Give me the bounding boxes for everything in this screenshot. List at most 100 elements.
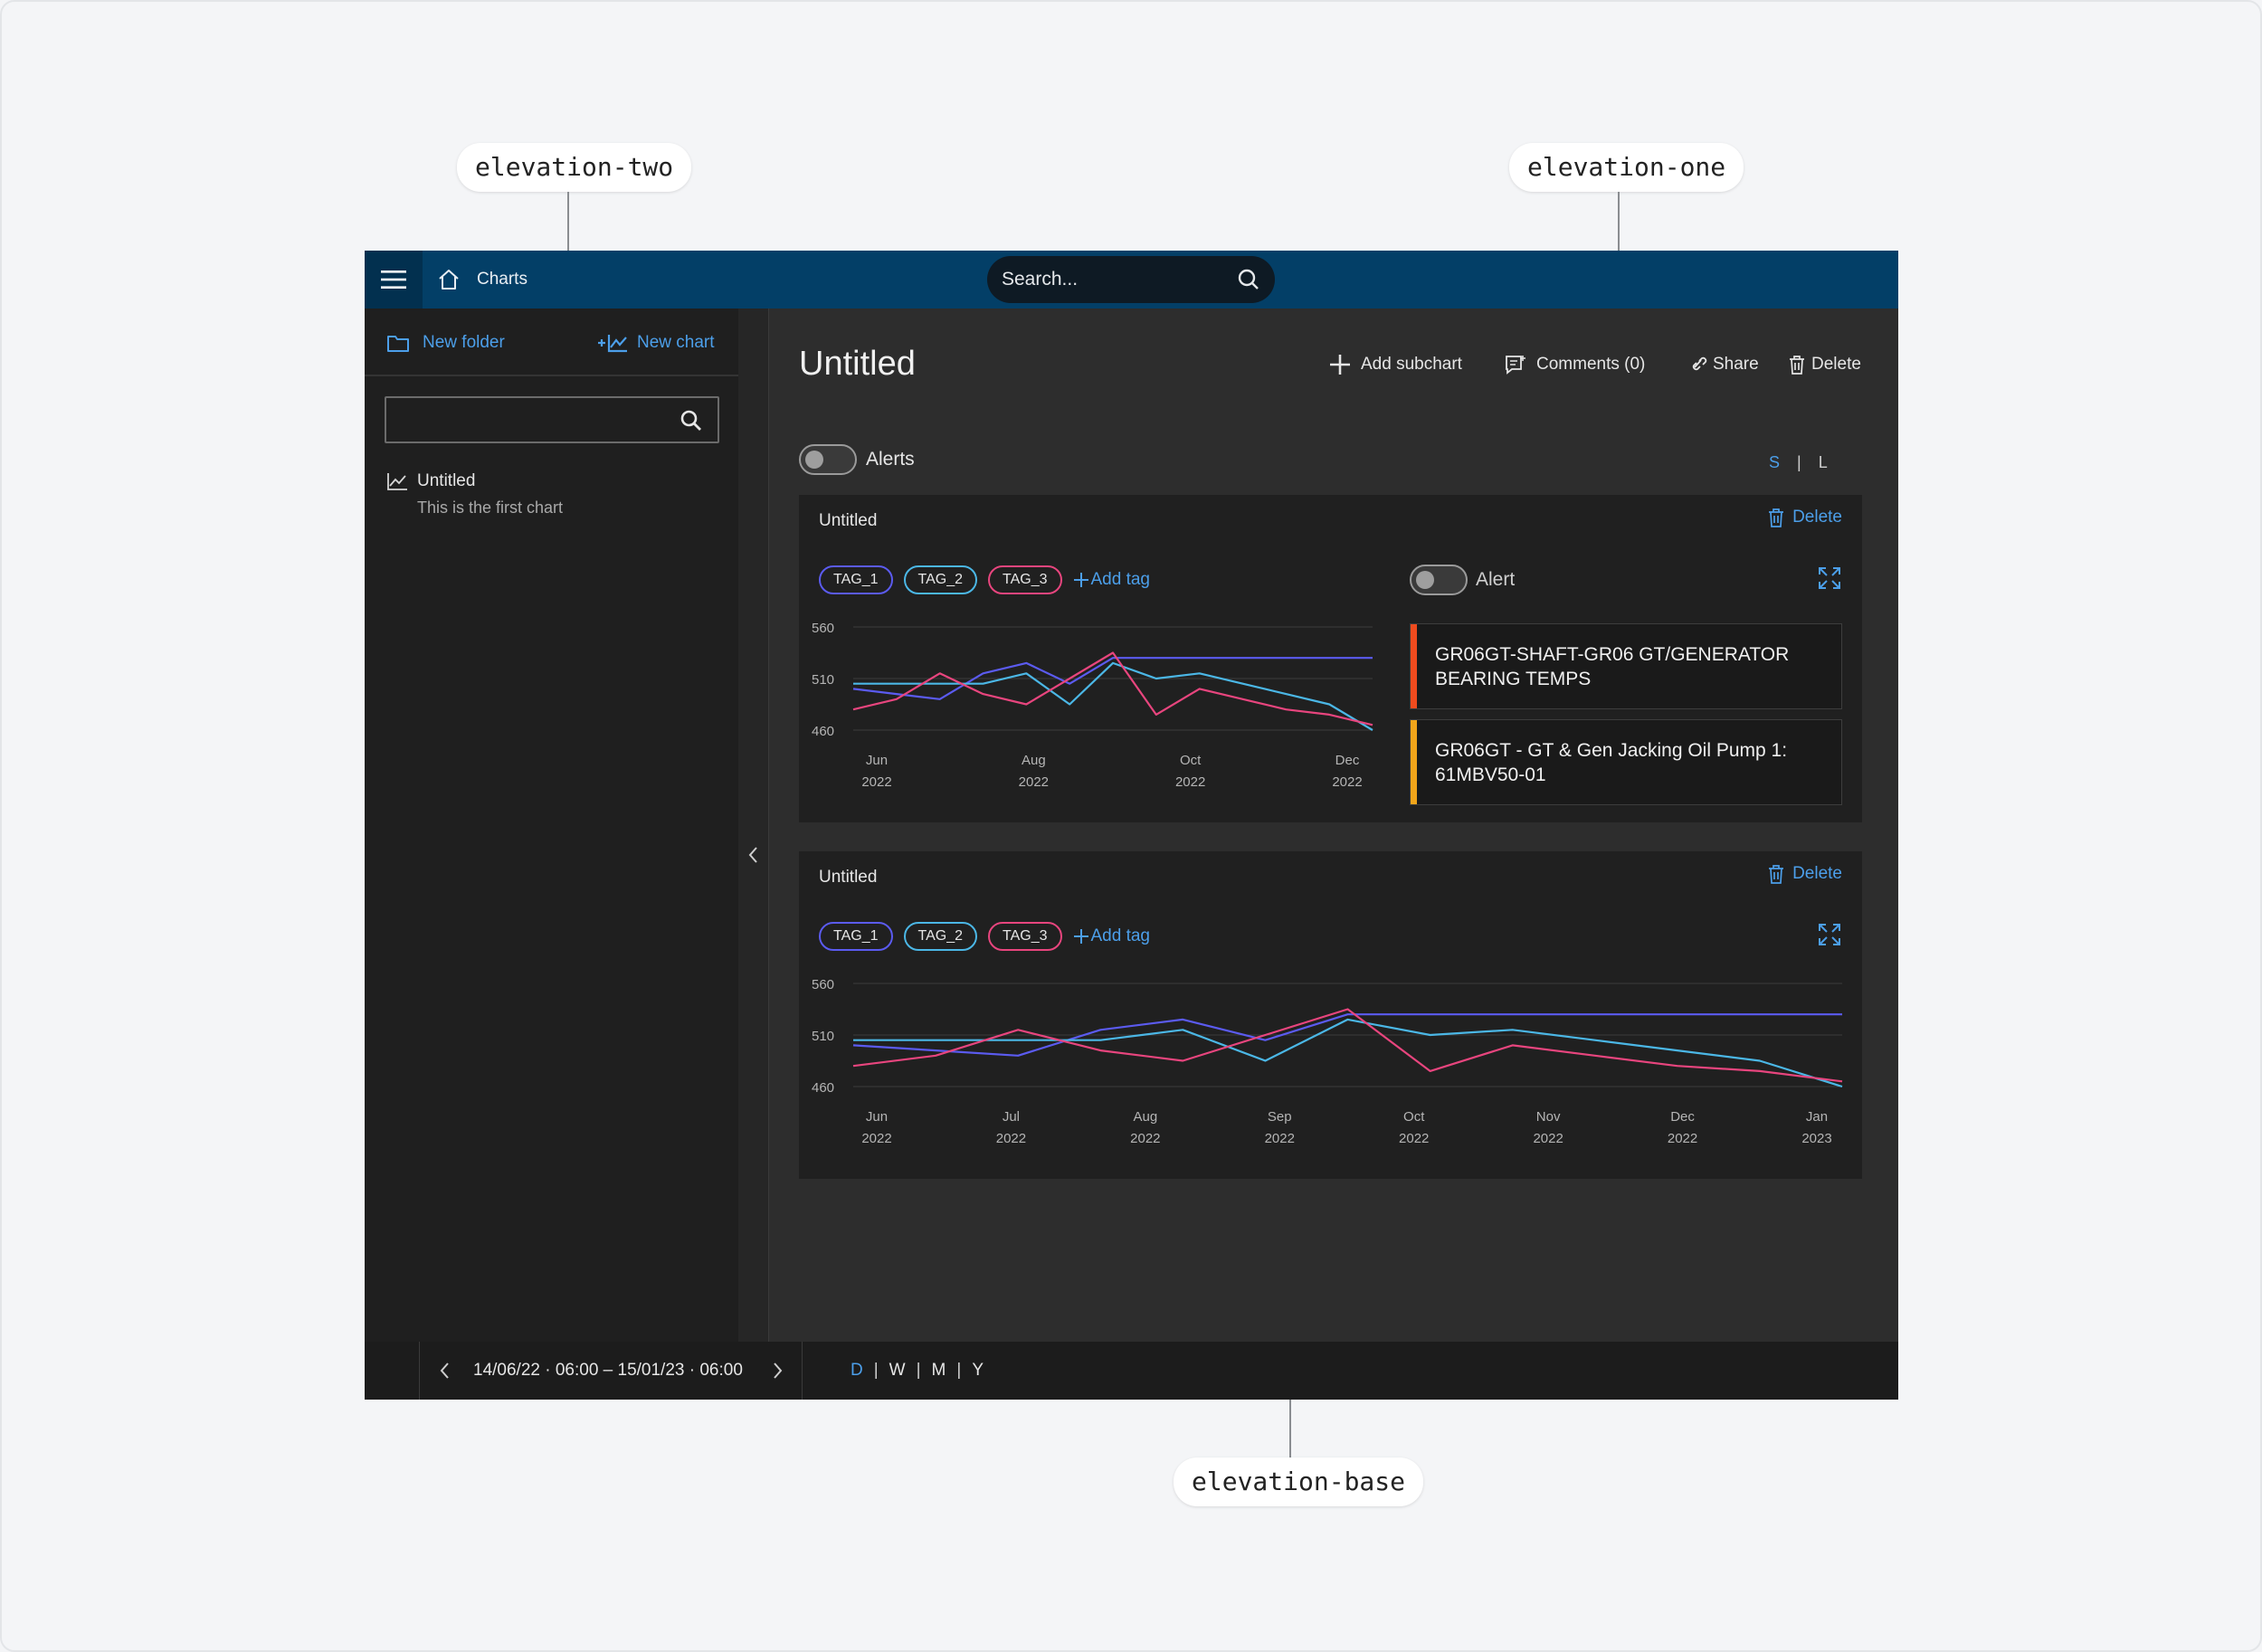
comment-icon: [1506, 356, 1525, 375]
chevron-left-icon: [748, 847, 757, 863]
series-line: [853, 661, 1373, 731]
sidebar-collapse-handle[interactable]: [738, 309, 769, 1342]
x-tick-label: Jun: [866, 753, 888, 768]
period-year[interactable]: Y: [972, 1361, 984, 1380]
chevron-right-icon[interactable]: [769, 1360, 785, 1381]
card-title[interactable]: Untitled: [819, 511, 878, 530]
new-folder-button[interactable]: New folder: [386, 309, 505, 376]
menu-button[interactable]: [365, 251, 423, 309]
search-placeholder: Search...: [1002, 269, 1079, 290]
tag-chip[interactable]: TAG_3: [988, 565, 1062, 594]
x-tick-label: Aug: [1022, 753, 1046, 768]
card-delete-button[interactable]: Delete: [1767, 864, 1842, 884]
tag-chip[interactable]: TAG_1: [819, 922, 893, 951]
search-icon[interactable]: [1237, 268, 1260, 291]
chart-item-subtitle: This is the first chart: [417, 498, 564, 517]
tag-chip[interactable]: TAG_2: [903, 922, 977, 951]
tag-chip[interactable]: TAG_1: [819, 565, 893, 594]
folder-icon: [387, 335, 409, 352]
alert-toggle[interactable]: [1410, 565, 1468, 595]
new-folder-label: New folder: [423, 332, 505, 352]
x-tick-label: Dec: [1670, 1109, 1695, 1125]
comments-label: Comments (0): [1536, 355, 1646, 374]
comments-button[interactable]: Comments (0): [1504, 347, 1645, 383]
share-button[interactable]: Share: [1689, 347, 1759, 383]
delete-chart-button[interactable]: Delete: [1788, 347, 1861, 383]
y-tick-label: 560: [812, 621, 834, 636]
x-tick-label: 2022: [1332, 774, 1362, 790]
annotation-elevation-two: elevation-two: [457, 143, 692, 192]
search-icon[interactable]: [680, 409, 703, 432]
date-range[interactable]: 14/06/22 · 06:00 – 15/01/23 · 06:00: [473, 1361, 743, 1380]
x-tick-label: 2022: [1175, 774, 1205, 790]
add-tag-label: Add tag: [1090, 570, 1151, 589]
page-title[interactable]: Untitled: [799, 345, 916, 383]
breadcrumb[interactable]: Charts: [437, 251, 527, 309]
plus-icon: [1073, 929, 1088, 944]
y-tick-label: 460: [812, 1080, 834, 1096]
x-tick-label: 2022: [996, 1131, 1026, 1146]
breadcrumb-label: Charts: [477, 270, 527, 289]
alert-item[interactable]: GR06GT-SHAFT-GR06 GT/GENERATOR BEARING T…: [1410, 623, 1842, 709]
y-tick-label: 560: [812, 977, 834, 992]
size-small-option[interactable]: S: [1769, 453, 1781, 471]
add-subchart-button[interactable]: Add subchart: [1328, 347, 1462, 383]
time-range-bar: 14/06/22 · 06:00 – 15/01/23 · 06:00 D | W |…: [365, 1342, 1898, 1400]
new-chart-button[interactable]: New chart: [597, 309, 715, 376]
app-window: Charts Search... New folder New chart U: [365, 251, 1898, 1400]
sidebar: New folder New chart Untitled This is th…: [365, 309, 738, 1342]
plus-icon: [1073, 573, 1088, 587]
series-line: [852, 1013, 1842, 1057]
x-tick-label: Dec: [1335, 753, 1360, 768]
size-switch: S | L: [1769, 453, 1828, 472]
new-chart-label: New chart: [637, 332, 715, 352]
add-tag-button[interactable]: Add tag: [1073, 570, 1151, 590]
plus-icon: [1330, 355, 1350, 375]
top-bar: Charts Search...: [365, 251, 1898, 309]
series-line: [853, 1018, 1843, 1088]
card-title[interactable]: Untitled: [819, 868, 878, 887]
add-tag-button[interactable]: Add tag: [1073, 926, 1151, 946]
link-icon: [1692, 356, 1707, 371]
y-tick-label: 460: [812, 724, 834, 739]
expand-icon[interactable]: [1817, 922, 1842, 947]
subchart-card: Untitled Delete TAG_1 TAG_2 TAG_3 Add ta…: [799, 495, 1862, 822]
add-chart-icon: [598, 334, 627, 352]
trash-icon: [1769, 865, 1784, 884]
alert-text: GR06GT-SHAFT-GR06 GT/GENERATOR BEARING T…: [1435, 644, 1790, 689]
y-tick-label: 510: [812, 1029, 834, 1044]
period-month[interactable]: M: [931, 1361, 946, 1380]
x-tick-label: Nov: [1536, 1109, 1561, 1125]
tag-chip[interactable]: TAG_2: [903, 565, 977, 594]
x-tick-label: Oct: [1180, 753, 1202, 768]
period-week[interactable]: W: [889, 1361, 906, 1380]
search-input[interactable]: Search...: [987, 256, 1275, 303]
sidebar-search-input[interactable]: [385, 396, 719, 443]
alerts-toggle[interactable]: [799, 444, 857, 475]
hamburger-icon: [381, 271, 406, 289]
annotation-elevation-base: elevation-base: [1174, 1457, 1424, 1506]
period-day[interactable]: D: [851, 1361, 863, 1380]
tag-chip[interactable]: TAG_3: [988, 922, 1062, 951]
chevron-left-icon[interactable]: [437, 1360, 453, 1381]
x-tick-label: 2022: [1019, 774, 1049, 790]
size-separator: |: [1797, 453, 1801, 471]
x-tick-label: 2022: [1668, 1131, 1697, 1146]
expand-icon[interactable]: [1817, 565, 1842, 591]
chart-list-item[interactable]: Untitled This is the first chart: [386, 471, 563, 517]
sidebar-actions: New folder New chart: [365, 309, 738, 376]
x-tick-label: Sep: [1268, 1109, 1292, 1125]
size-large-option[interactable]: L: [1818, 453, 1828, 471]
x-tick-label: 2022: [861, 774, 891, 790]
alert-item[interactable]: GR06GT - GT & Gen Jacking Oil Pump 1: 61…: [1410, 719, 1842, 805]
x-tick-label: Jul: [1003, 1109, 1020, 1125]
alert-label: Alert: [1476, 569, 1516, 590]
alerts-label: Alerts: [866, 449, 915, 470]
line-chart-icon: [387, 473, 407, 490]
add-tag-label: Add tag: [1090, 926, 1151, 945]
card-delete-label: Delete: [1792, 508, 1842, 527]
line-chart: 560 510 460 Jun 2022 Jul 2022 Aug 2022 Sep 2022 Oct…: [812, 977, 1843, 1146]
line-chart: 560 510 460 Jun 2022 Aug 2022 Oct 2022 Dec 2022: [812, 621, 1373, 790]
annotation-line-elevation-one: [1618, 192, 1620, 282]
card-delete-button[interactable]: Delete: [1767, 508, 1842, 527]
